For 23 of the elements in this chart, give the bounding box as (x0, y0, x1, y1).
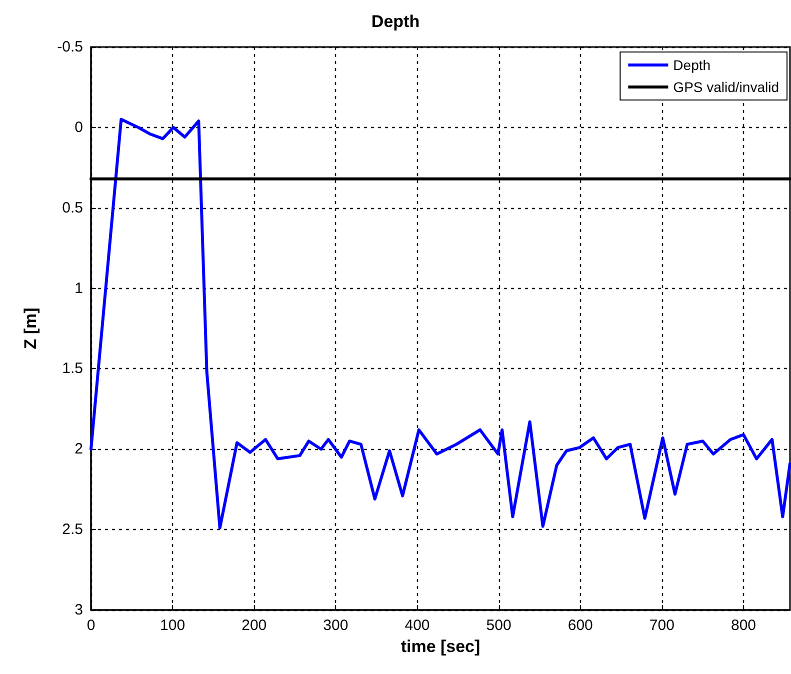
y-tick-label: 0 (74, 118, 83, 136)
x-tick-label: 700 (649, 617, 674, 634)
x-axis-title: time [sec] (400, 636, 480, 656)
legend-label: GPS valid/invalid (673, 79, 779, 95)
x-tick-label: 800 (730, 617, 756, 634)
y-tick-label: 2 (74, 440, 83, 458)
y-tick-label: 0.5 (62, 199, 83, 216)
x-tick-label: 0 (86, 617, 96, 634)
x-tick-label: 500 (486, 617, 512, 634)
y-tick-label: 1 (74, 280, 83, 297)
x-tick-label: 600 (568, 617, 593, 634)
y-tick-label: 1.5 (62, 360, 83, 378)
x-tick-label: 100 (160, 617, 186, 634)
y-tick-label: -0.5 (57, 38, 83, 56)
y-tick-label: 3 (74, 602, 83, 618)
chart-title: Depth (371, 12, 420, 31)
legend-label: Depth (673, 57, 711, 73)
x-tick-label: 200 (242, 617, 267, 634)
y-axis-title: Z [m] (21, 308, 40, 350)
y-tick-label: 2.5 (62, 521, 83, 538)
x-tick-label: 300 (323, 617, 348, 634)
line-series (90, 118, 791, 530)
x-tick-label: 400 (404, 617, 430, 634)
